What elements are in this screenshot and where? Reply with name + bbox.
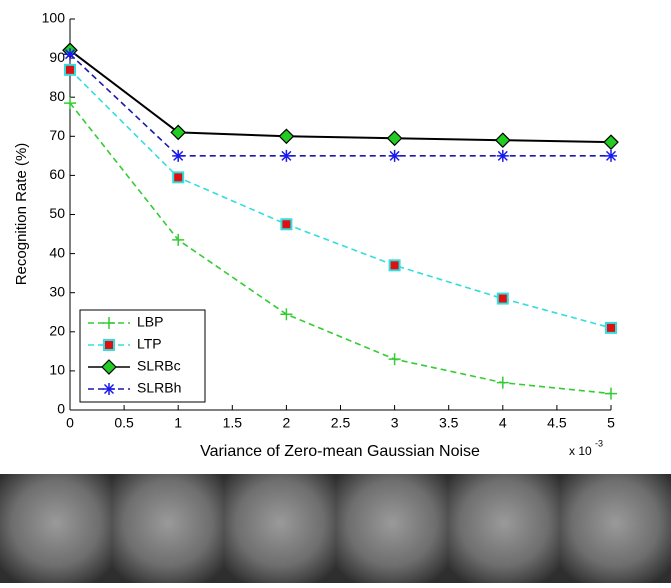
marker-shape [103, 339, 115, 351]
x-scale-base: x 10 [569, 444, 592, 458]
marker-shape [494, 132, 511, 149]
legend-label: LTP [137, 336, 162, 352]
marker-shape [605, 321, 617, 334]
series-line [69, 53, 611, 157]
marker-shape [103, 317, 115, 329]
marker [170, 124, 187, 141]
marker-shape [496, 292, 509, 305]
marker-shape [280, 218, 293, 231]
marker-shape [603, 134, 619, 151]
x-tick-label: 2.5 [331, 415, 351, 431]
y-tick-label: 70 [49, 127, 65, 143]
x-tick-label: 0.5 [114, 415, 134, 431]
marker-shape [172, 171, 185, 184]
x-tick-label: 1.5 [223, 415, 243, 431]
marker [172, 233, 185, 246]
marker [64, 97, 76, 110]
marker-shape [101, 359, 117, 375]
legend-label: SLRBc [137, 358, 181, 374]
legend-label: SLRBh [137, 380, 181, 396]
marker [496, 292, 509, 305]
x-tick-label: 4 [499, 415, 507, 431]
marker-shape [280, 149, 293, 162]
y-tick-label: 50 [49, 205, 65, 221]
marker-shape [64, 97, 76, 110]
marker-shape [103, 383, 115, 395]
marker-shape [172, 233, 185, 246]
marker [605, 387, 617, 400]
marker-shape [170, 124, 187, 141]
series-line [69, 102, 612, 395]
series-line [69, 49, 612, 144]
marker [605, 321, 617, 334]
marker [388, 149, 401, 162]
y-tick-label: 10 [49, 362, 65, 378]
legend-box [79, 309, 206, 403]
y-tick-label: 90 [49, 49, 65, 65]
marker-shape [388, 353, 401, 366]
x-axis-label: Variance of Zero-mean Gaussian Noise [200, 443, 480, 460]
legend-label: LBP [137, 314, 163, 330]
marker-shape [64, 63, 76, 76]
y-tick-label: 20 [49, 323, 65, 339]
y-tick-label: 0 [57, 401, 65, 417]
y-tick-label: 60 [49, 166, 65, 182]
x-tick-label: 4.5 [547, 415, 567, 431]
x-tick-label: 5 [607, 415, 615, 431]
marker [278, 128, 295, 145]
marker [103, 383, 115, 395]
x-tick-label: 3.5 [439, 415, 459, 431]
marker [496, 149, 509, 162]
y-tick-label: 30 [49, 283, 65, 299]
marker [605, 149, 617, 162]
marker-shape [388, 259, 401, 272]
marker [603, 134, 619, 151]
marker [280, 308, 293, 321]
marker [101, 359, 117, 375]
y-tick-label: 80 [49, 88, 65, 104]
marker [103, 339, 115, 351]
legend: LBP LTP SLRBc SLRBh [79, 309, 206, 403]
marker-shape [278, 128, 295, 145]
marker [280, 149, 293, 162]
marker [64, 48, 76, 61]
marker [388, 259, 401, 272]
marker-shape [64, 48, 76, 61]
marker [103, 317, 115, 329]
marker-shape [172, 149, 185, 162]
marker [496, 376, 509, 389]
marker [172, 171, 185, 184]
marker-shape [280, 308, 293, 321]
y-axis-label: Recognition Rate (%) [13, 143, 30, 286]
y-tick-label: 100 [42, 10, 66, 26]
x-tick-label: 0 [66, 415, 74, 431]
series-line [69, 69, 612, 329]
marker-shape [386, 130, 403, 147]
x-tick-label: 1 [174, 415, 182, 431]
marker [388, 353, 401, 366]
marker [280, 218, 293, 231]
marker-shape [496, 149, 509, 162]
x-scale-exponent: -3 [595, 438, 603, 448]
marker [494, 132, 511, 149]
face-strip [0, 474, 671, 583]
marker [172, 149, 185, 162]
marker-shape [388, 149, 401, 162]
x-tick-label: 3 [391, 415, 399, 431]
x-tick-label: 2 [283, 415, 291, 431]
marker-shape [605, 149, 617, 162]
marker-shape [496, 376, 509, 389]
marker [386, 130, 403, 147]
marker-shape [605, 387, 617, 400]
y-tick-label: 40 [49, 244, 65, 260]
marker [64, 63, 76, 76]
